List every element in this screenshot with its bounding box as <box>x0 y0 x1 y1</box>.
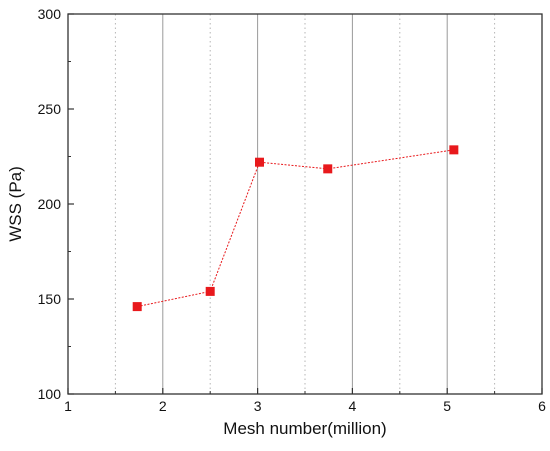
data-point-marker <box>205 286 215 296</box>
y-tick-label: 250 <box>38 101 62 117</box>
data-point-marker <box>449 145 459 155</box>
y-tick-label: 200 <box>38 196 62 212</box>
x-axis-title: Mesh number(million) <box>223 419 386 438</box>
grid-layer <box>114 14 496 394</box>
tick-layer: 1 2 3 4 5 6 100 150 200 250 300 <box>38 6 546 414</box>
y-tick-label: 150 <box>38 291 62 307</box>
x-tick-label: 5 <box>443 398 451 414</box>
data-point-marker <box>254 157 264 167</box>
y-tick-label: 300 <box>38 6 62 22</box>
y-axis-title: WSS (Pa) <box>6 166 25 242</box>
x-tick-label: 4 <box>349 398 357 414</box>
data-point-marker <box>132 302 142 312</box>
series-line <box>137 149 454 308</box>
x-tick-label: 3 <box>254 398 262 414</box>
series-layer <box>132 145 459 312</box>
data-point-marker <box>323 164 333 174</box>
x-tick-label: 6 <box>538 398 546 414</box>
y-tick-label: 100 <box>38 386 62 402</box>
x-tick-label: 1 <box>64 398 72 414</box>
x-tick-label: 2 <box>159 398 167 414</box>
